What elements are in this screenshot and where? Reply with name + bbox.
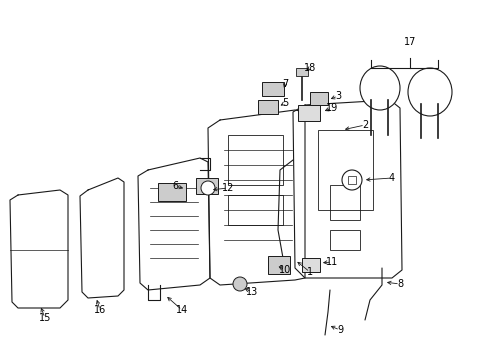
Bar (196, 178, 218, 194)
Text: 7: 7 (281, 79, 287, 89)
Bar (302, 258, 319, 272)
Bar (297, 105, 319, 121)
Bar (309, 92, 327, 105)
Ellipse shape (407, 68, 451, 116)
Text: 9: 9 (336, 325, 343, 335)
Bar (258, 100, 278, 114)
Text: 6: 6 (172, 181, 178, 191)
Text: 14: 14 (176, 305, 188, 315)
Circle shape (201, 181, 215, 195)
Text: 11: 11 (325, 257, 337, 267)
Bar (267, 256, 289, 274)
Bar (329, 185, 359, 220)
Text: 17: 17 (403, 37, 415, 47)
Text: 13: 13 (245, 287, 258, 297)
Bar (262, 82, 284, 96)
Bar (295, 68, 307, 76)
Circle shape (232, 277, 246, 291)
Text: 19: 19 (325, 103, 337, 113)
Bar (227, 135, 283, 185)
Text: 8: 8 (396, 279, 402, 289)
Polygon shape (10, 190, 68, 308)
Text: 10: 10 (278, 265, 290, 275)
Bar (329, 230, 359, 250)
Polygon shape (207, 110, 305, 285)
Polygon shape (80, 178, 124, 298)
Bar (158, 183, 185, 201)
Text: 4: 4 (388, 173, 394, 183)
Circle shape (341, 170, 361, 190)
Text: 18: 18 (303, 63, 315, 73)
Polygon shape (138, 158, 209, 290)
Text: 3: 3 (334, 91, 340, 101)
Bar (227, 195, 283, 225)
Ellipse shape (359, 66, 399, 110)
Bar (317, 130, 372, 210)
Bar (347, 176, 355, 184)
Text: 12: 12 (222, 183, 234, 193)
Text: 2: 2 (361, 120, 367, 130)
Text: 15: 15 (39, 313, 51, 323)
Text: 1: 1 (306, 267, 312, 277)
Text: 16: 16 (94, 305, 106, 315)
Polygon shape (292, 100, 401, 278)
Text: 5: 5 (281, 98, 287, 108)
